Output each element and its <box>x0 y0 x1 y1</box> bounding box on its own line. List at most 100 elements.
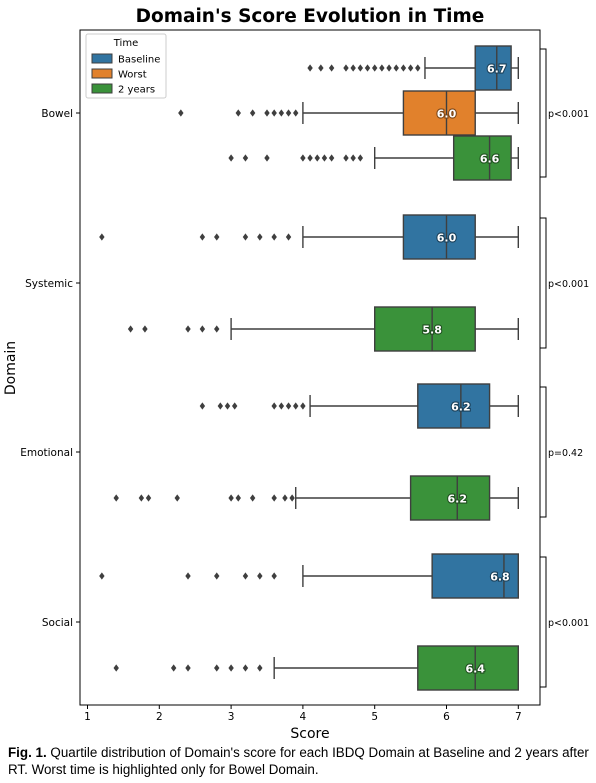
y-axis-label: Domain <box>3 341 19 395</box>
pvalue-bracket <box>540 217 547 349</box>
x-tick-label: 1 <box>84 711 91 723</box>
outlier-point <box>174 494 180 502</box>
plot-area <box>79 29 541 706</box>
outlier-point <box>99 233 105 241</box>
mean-label: 6.0 <box>437 108 457 121</box>
mean-label: 6.6 <box>480 153 500 166</box>
outlier-point <box>214 664 220 672</box>
outlier-point <box>257 233 263 241</box>
legend-swatch <box>91 68 113 79</box>
box-social-2-years: 6.4 <box>113 645 519 691</box>
outlier-point <box>249 494 256 502</box>
iqr-box <box>402 214 476 260</box>
outlier-point <box>242 572 249 580</box>
boxplot-chart: Domain's Score Evolution in Time 6.7 6.0 6… <box>3 6 589 740</box>
outlier-point <box>328 64 335 72</box>
outlier-point <box>242 233 249 241</box>
iqr-box <box>452 135 512 181</box>
outlier-point <box>357 154 364 162</box>
outlier-point <box>293 109 299 117</box>
outlier-point <box>293 402 299 410</box>
outlier-point <box>278 402 285 410</box>
outlier-point <box>343 64 349 72</box>
mean-label: 6.0 <box>437 232 457 245</box>
outlier-point <box>300 402 306 410</box>
iqr-box <box>402 90 476 136</box>
outlier-point <box>113 664 119 672</box>
mean-label: 6.2 <box>451 401 471 414</box>
pvalue-bracket <box>540 386 547 518</box>
box-social-baseline: 6.8 <box>99 553 520 599</box>
outlier-point <box>350 154 356 162</box>
iqr-box <box>417 383 491 429</box>
outlier-point <box>285 109 292 117</box>
outlier-point <box>127 325 134 333</box>
y-tick-label: Systemic <box>25 278 73 290</box>
x-axis-label: Score <box>290 726 329 740</box>
outlier-point <box>138 494 145 502</box>
x-tick-label: 2 <box>156 711 163 723</box>
mean-label: 6.7 <box>487 63 507 76</box>
caption-label: Fig. 1. <box>8 745 47 760</box>
x-tick-label: 3 <box>228 711 235 723</box>
x-tick-label: 6 <box>443 711 450 723</box>
chart-axes: Bowel Systemic Emotional Social 1 2 3 4 5 6 7 <box>20 108 521 723</box>
outlier-point <box>415 64 421 72</box>
box-bowel-baseline: 6.7 <box>307 45 519 91</box>
legend-swatch <box>91 53 113 64</box>
mean-label: 6.8 <box>490 571 510 584</box>
chart-marks: 6.7 6.0 6.6 6.0 5.8 6.2 6.2 6.8 6.4 <box>99 45 520 691</box>
outlier-point <box>300 154 306 162</box>
outlier-point <box>185 664 191 672</box>
outlier-point <box>364 64 371 72</box>
outlier-point <box>228 494 234 502</box>
legend-entry-label: Baseline <box>118 55 160 66</box>
outlier-point <box>228 664 234 672</box>
y-tick-label: Bowel <box>41 108 73 120</box>
legend: Time Baseline Worst 2 years <box>85 33 167 99</box>
outlier-point <box>214 233 220 241</box>
box-systemic-2-years: 5.8 <box>127 306 519 352</box>
outlier-point <box>307 154 313 162</box>
pvalue-label: p<0.001 <box>548 109 589 120</box>
outlier-point <box>307 64 313 72</box>
mean-label: 5.8 <box>422 324 442 337</box>
legend-title: Time <box>113 38 138 49</box>
outlier-point <box>271 572 277 580</box>
outlier-point <box>113 494 119 502</box>
outlier-point <box>257 572 263 580</box>
outlier-point <box>214 572 220 580</box>
outlier-point <box>285 402 292 410</box>
outlier-point <box>214 325 220 333</box>
outlier-point <box>393 64 399 72</box>
outlier-point <box>285 233 292 241</box>
outlier-point <box>400 64 407 72</box>
pvalue-label: p<0.001 <box>548 618 589 629</box>
iqr-box <box>474 45 512 91</box>
legend-swatch <box>91 83 113 94</box>
outlier-point <box>282 494 288 502</box>
outlier-point <box>357 64 364 72</box>
legend-frame <box>85 33 167 99</box>
outlier-point <box>271 233 277 241</box>
figure-caption: Fig. 1. Quartile distribution of Domain'… <box>8 744 590 778</box>
y-tick-label: Social <box>42 617 73 629</box>
outlier-point <box>271 494 277 502</box>
pvalue-brackets: p<0.001 p<0.001 p=0.42 p<0.001 <box>540 48 589 688</box>
outlier-point <box>264 154 270 162</box>
outlier-point <box>145 494 152 502</box>
outlier-point <box>235 109 241 117</box>
pvalue-bracket <box>540 48 547 178</box>
pvalue-label: p<0.001 <box>548 279 589 290</box>
outlier-point <box>199 233 206 241</box>
legend-entry-label: 2 years <box>118 85 155 96</box>
legend-entry-label: Worst <box>118 70 147 81</box>
outlier-point <box>99 572 105 580</box>
mean-label: 6.4 <box>465 663 485 676</box>
chart-title: Domain's Score Evolution in Time <box>136 6 485 27</box>
outlier-point <box>321 154 328 162</box>
outlier-point <box>343 154 349 162</box>
outlier-point <box>217 402 224 410</box>
outlier-point <box>386 64 392 72</box>
outlier-point <box>350 64 356 72</box>
